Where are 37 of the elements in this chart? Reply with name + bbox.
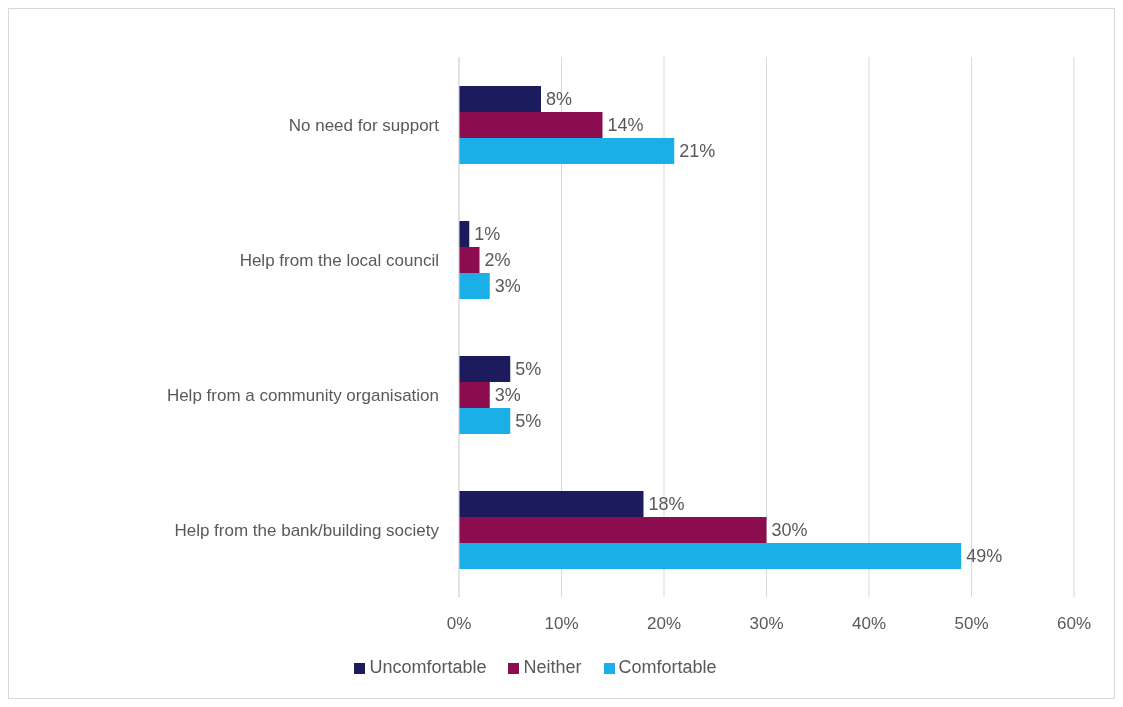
x-tick-label: 60%: [1056, 614, 1092, 634]
data-label: 5%: [515, 359, 542, 380]
data-label: 5%: [515, 411, 542, 432]
bar: [459, 356, 511, 382]
x-tick-label: 10%: [544, 614, 579, 634]
bar: [459, 273, 490, 299]
x-tick-label: 30%: [749, 614, 784, 634]
legend-label: Comfortable: [618, 657, 717, 677]
bar: [459, 247, 480, 273]
x-tick-label: 20%: [646, 614, 682, 634]
y-tick-label: Help from the bank/building society: [174, 520, 440, 540]
data-label: 18%: [648, 494, 685, 515]
x-tick-label: 40%: [851, 614, 887, 634]
data-label: 14%: [607, 115, 644, 136]
bar: [459, 517, 767, 543]
data-label: 49%: [966, 546, 1003, 567]
bar: [459, 543, 962, 569]
data-label: 30%: [771, 520, 808, 541]
data-label: 3%: [494, 276, 521, 297]
bar: [459, 138, 675, 164]
y-tick-label: No need for support: [288, 115, 440, 135]
x-tick-label: 50%: [954, 614, 989, 634]
bar: [459, 408, 511, 434]
bar: [459, 491, 644, 517]
bar: [459, 86, 541, 112]
data-label: 2%: [484, 250, 511, 271]
legend-label: Uncomfortable: [369, 657, 487, 677]
data-label: 8%: [546, 89, 573, 110]
bar: [459, 382, 490, 408]
data-label: 21%: [679, 141, 716, 162]
legend-label: Neither: [523, 657, 582, 677]
data-label: 1%: [474, 224, 501, 245]
bar: [459, 112, 603, 138]
y-tick-label: Help from the local council: [239, 250, 439, 270]
data-label: 3%: [494, 385, 521, 406]
x-tick-label: 0%: [446, 614, 472, 634]
y-tick-label: Help from a community organisation: [166, 385, 439, 405]
